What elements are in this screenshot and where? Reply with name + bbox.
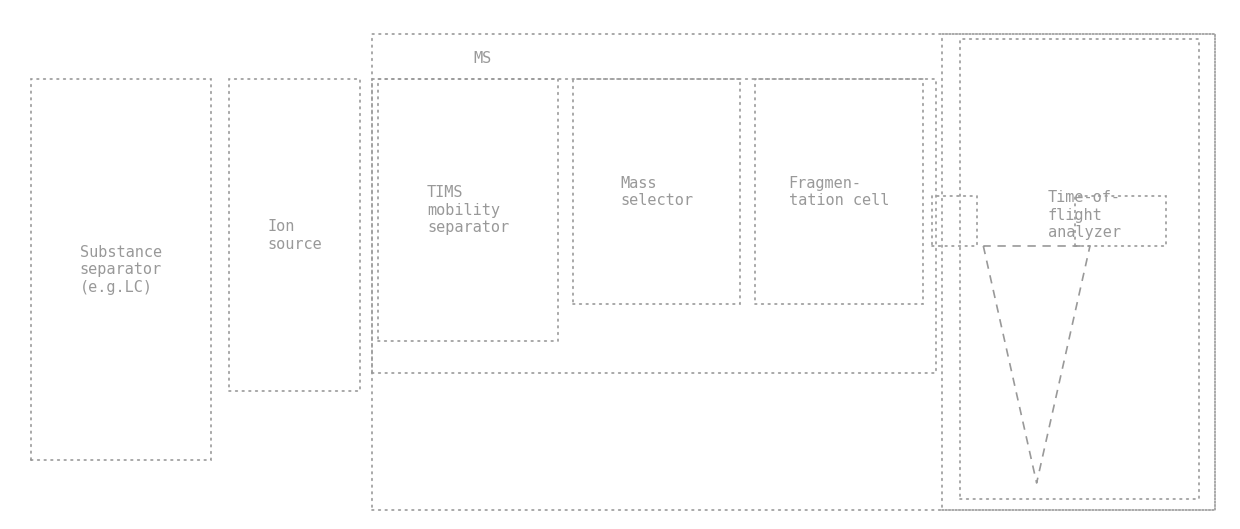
Bar	[31, 79, 211, 460]
Text: Mass
selector: Mass selector	[620, 176, 693, 208]
Text: Time-of-
flight
analyzer: Time-of- flight analyzer	[1048, 190, 1121, 240]
Bar	[942, 34, 1215, 510]
Bar	[229, 79, 360, 391]
Bar	[378, 79, 558, 341]
Text: MS: MS	[474, 51, 492, 66]
Bar	[960, 39, 1199, 499]
Text: Ion
source: Ion source	[267, 219, 322, 252]
Bar	[372, 79, 936, 373]
Bar	[1075, 196, 1166, 246]
Bar	[932, 196, 977, 246]
Text: Substance
separator
(e.g.LC): Substance separator (e.g.LC)	[79, 245, 162, 295]
Text: Fragmen-
tation cell: Fragmen- tation cell	[789, 176, 889, 208]
Bar	[372, 34, 1215, 510]
Bar	[573, 79, 740, 304]
Bar	[755, 79, 923, 304]
Text: TIMS
mobility
separator: TIMS mobility separator	[427, 185, 510, 235]
